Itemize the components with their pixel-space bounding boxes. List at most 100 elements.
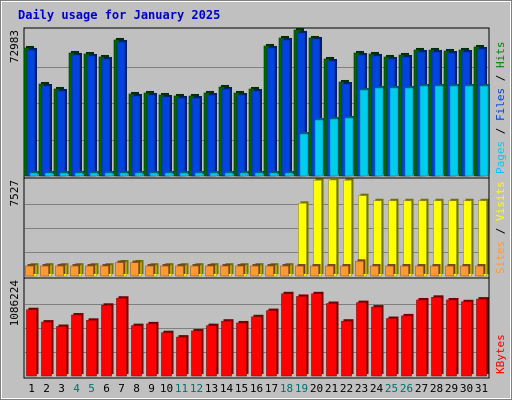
bar-pages-day-18 (284, 172, 294, 177)
x-tick-label-day-18: 18 (280, 382, 293, 395)
bar-kbytes-day-20 (311, 293, 322, 377)
bar-kbytes-day-17 (266, 310, 277, 377)
bar-pages-day-28 (434, 85, 444, 177)
bar-shadow (47, 170, 55, 174)
bar-sites-day-20 (310, 265, 319, 277)
x-tick-label-day-2: 2 (43, 382, 50, 395)
bar-files-day-11 (176, 97, 186, 177)
bar-files-day-12 (191, 97, 201, 177)
bar-sites-day-11 (175, 265, 184, 277)
bar-shadow (152, 170, 160, 174)
bar-files-day-16 (251, 90, 261, 177)
x-axis-labels: 1 2 3 4 5 6 7 8 9 10 11 12 13 14 15 16 17 18 19 20 21 22 23 24 2… (28, 382, 488, 395)
bar-files-day-10 (161, 96, 171, 177)
bar-kbytes-day-25 (386, 318, 397, 377)
bar-files-day-4 (71, 54, 81, 177)
bar-sites-day-19 (295, 265, 304, 277)
bar-kbytes-day-9 (146, 323, 157, 377)
legend-kbytes: KBytes (494, 334, 507, 374)
bar-pages-day-4 (74, 172, 84, 177)
bar-shadow (212, 170, 220, 174)
panel-legend: KBytes (494, 334, 507, 374)
x-tick-label-day-14: 14 (220, 382, 234, 395)
bar-kbytes-day-15 (236, 322, 247, 377)
bar-sites-day-26 (400, 265, 409, 277)
bar-pages-day-12 (194, 172, 204, 177)
bar-kbytes-day-24 (371, 306, 382, 377)
bar-sites-day-21 (325, 265, 334, 277)
bar-pages-day-8 (134, 172, 144, 177)
bar-kbytes-day-28 (431, 297, 442, 377)
bar-kbytes-day-6 (101, 304, 112, 377)
bar-files-day-3 (56, 90, 66, 177)
legend-separator: / (494, 221, 507, 241)
bar-pages-day-14 (224, 172, 234, 177)
bar-kbytes-day-18 (281, 293, 292, 377)
bar-sites-day-4 (70, 265, 79, 277)
bar-sites-day-14 (220, 265, 229, 277)
legend-hits: Hits (494, 42, 507, 69)
x-tick-label-day-28: 28 (430, 382, 443, 395)
bar-pages-day-9 (149, 172, 159, 177)
bar-sites-day-12 (190, 265, 199, 277)
bar-kbytes-day-31 (476, 298, 487, 377)
bar-shadow (167, 170, 175, 174)
x-tick-label-day-30: 30 (460, 382, 473, 395)
bar-shadow (122, 170, 130, 174)
bar-pages-day-17 (269, 172, 279, 177)
bar-files-day-2 (41, 85, 51, 177)
x-tick-label-day-29: 29 (445, 382, 458, 395)
x-tick-label-day-6: 6 (103, 382, 110, 395)
bar-files-day-1 (26, 49, 36, 177)
bar-kbytes-day-21 (326, 303, 337, 377)
bar-shadow (287, 170, 295, 174)
bar-shadow (137, 170, 145, 174)
x-tick-label-day-31: 31 (475, 382, 488, 395)
bar-shadow (242, 170, 250, 174)
bar-kbytes-day-3 (56, 326, 67, 377)
bar-kbytes-day-13 (206, 325, 217, 377)
panel-visits-sites: 7527 Sites / Visits (8, 177, 507, 279)
bar-pages-day-29 (449, 85, 459, 177)
bar-shadow (257, 170, 265, 174)
max-value-label: 7527 (8, 180, 21, 207)
bar-pages-day-13 (209, 172, 219, 177)
bar-kbytes-day-7 (116, 297, 127, 377)
bar-files-day-5 (86, 55, 96, 177)
legend-pages: Pages (494, 141, 507, 174)
bar-pages-day-23 (359, 89, 369, 177)
bar-shadow (32, 170, 40, 174)
bar-shadow (77, 170, 85, 174)
max-value-label: 1086224 (8, 280, 21, 327)
legend-separator: / (494, 121, 507, 141)
bar-kbytes-day-10 (161, 332, 172, 377)
panel-legend: Sites / Visits (494, 181, 507, 274)
x-tick-label-day-9: 9 (148, 382, 155, 395)
bar-kbytes-day-27 (416, 299, 427, 377)
x-tick-label-day-16: 16 (250, 382, 263, 395)
bar-shadow (227, 170, 235, 174)
bar-pages-day-11 (179, 172, 189, 177)
bar-sites-day-30 (460, 265, 469, 277)
bar-sites-day-17 (265, 265, 274, 277)
bar-pages-day-6 (104, 172, 114, 177)
bar-sites-day-9 (145, 265, 154, 277)
bar-pages-day-21 (329, 118, 339, 177)
bar-pages-day-24 (374, 87, 384, 177)
bar-sites-day-22 (340, 265, 349, 277)
bar-sites-day-16 (250, 265, 259, 277)
bar-files-day-9 (146, 94, 156, 177)
bar-kbytes-day-2 (41, 321, 52, 377)
x-tick-label-day-27: 27 (415, 382, 428, 395)
bar-shadow (107, 170, 115, 174)
bar-pages-day-26 (404, 87, 414, 177)
bar-files-day-6 (101, 58, 111, 177)
x-tick-label-day-25: 25 (385, 382, 398, 395)
x-tick-label-day-1: 1 (28, 382, 35, 395)
x-tick-label-day-24: 24 (370, 382, 384, 395)
bar-files-day-13 (206, 94, 216, 177)
bar-sites-day-8 (130, 262, 139, 277)
bar-sites-day-25 (385, 265, 394, 277)
x-tick-label-day-21: 21 (325, 382, 338, 395)
